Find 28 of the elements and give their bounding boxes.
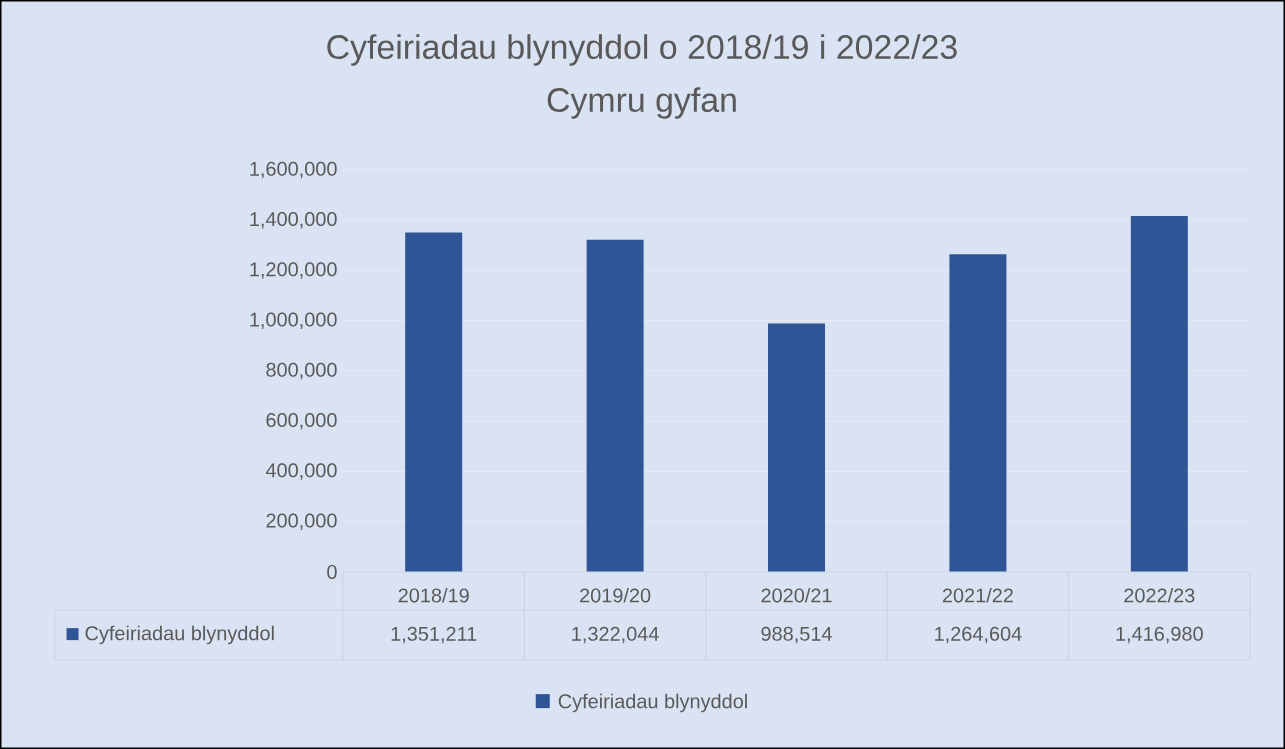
chart-title: Cyfeiriadau blynyddol o 2018/19 i 2022/23 xyxy=(327,34,957,66)
legend-label: Cyfeiriadau blynyddol xyxy=(558,693,747,713)
data-label: 1,264,604 xyxy=(935,626,1022,644)
data-label: 1,416,980 xyxy=(1116,626,1203,644)
y-tick-label: 200,000 xyxy=(266,513,337,530)
text: Cyfeiriadau blynyddol xyxy=(85,625,274,645)
data-label: 1,351,211 xyxy=(391,626,477,644)
x-tick-label: 2021/22 xyxy=(942,587,1013,603)
x-tick-label: 2020/21 xyxy=(761,587,832,603)
y-tick-label: 1,400,000 xyxy=(250,212,337,229)
y-tick-label: 600,000 xyxy=(266,413,337,430)
bar xyxy=(405,232,463,572)
y-tick-label: 1,600,000 xyxy=(250,161,337,179)
bar xyxy=(768,323,826,572)
chart-subtitle: Cymru gyfan xyxy=(547,87,736,119)
bar xyxy=(949,254,1007,572)
bar xyxy=(586,239,644,572)
y-tick-label: 1,000,000 xyxy=(250,312,337,329)
y-tick-label: 1,200,000 xyxy=(250,262,337,279)
data-label: 1,322,044 xyxy=(572,626,659,644)
x-tick-label: 2018/19 xyxy=(398,587,469,603)
bar xyxy=(1130,215,1188,572)
data-label: 988,514 xyxy=(761,626,832,644)
y-tick-label: 0 xyxy=(327,564,337,580)
y-tick-label: 800,000 xyxy=(266,362,337,380)
x-tick-label: 2019/20 xyxy=(580,587,651,603)
x-tick-label: 2022/23 xyxy=(1124,587,1195,603)
y-tick-label: 400,000 xyxy=(265,463,337,480)
